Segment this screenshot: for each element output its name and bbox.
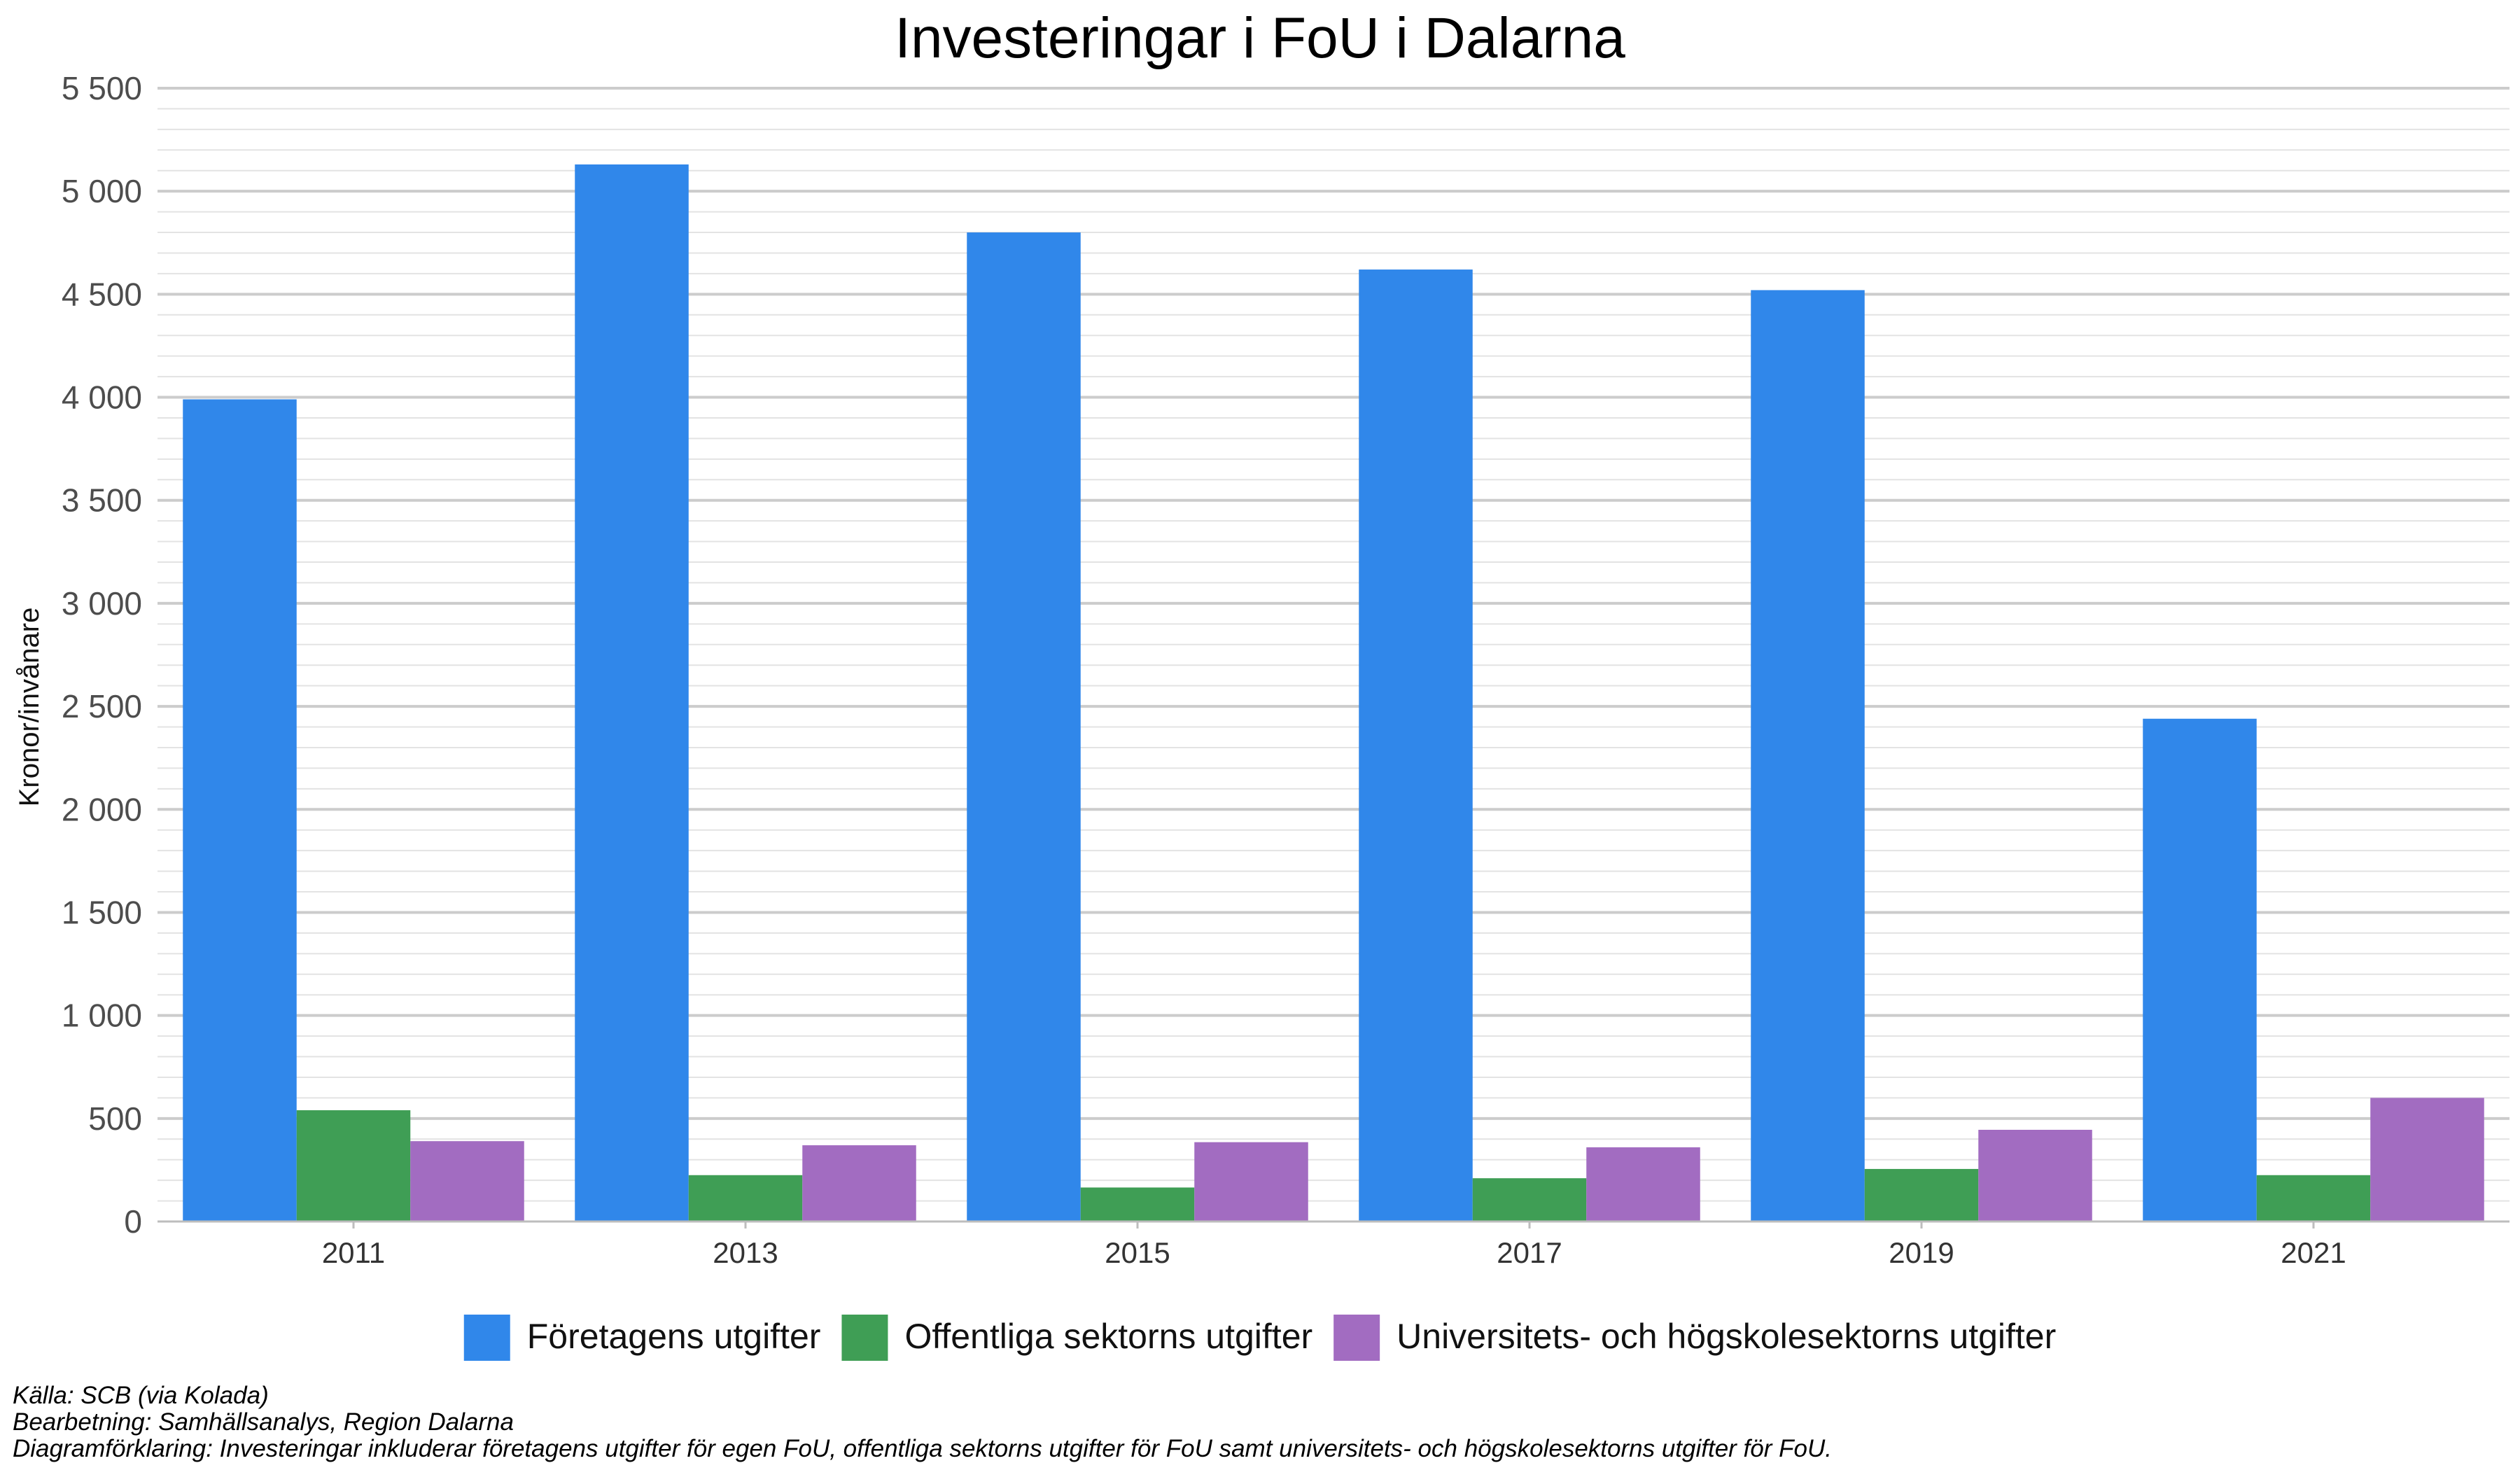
bar-2013-1 <box>575 164 689 1222</box>
bar-2021-1 <box>2143 718 2257 1222</box>
bar-2019-3 <box>1978 1130 2092 1222</box>
bar-2017-2 <box>1472 1178 1587 1222</box>
caption-explanation: Diagramförklaring: Investeringar inklude… <box>13 1435 1832 1462</box>
y-tick-label: 4 500 <box>62 276 142 312</box>
y-tick-label: 5 500 <box>62 70 142 106</box>
bar-2015-1 <box>967 232 1081 1222</box>
x-tick-label: 2015 <box>1105 1236 1170 1269</box>
x-tick-label: 2021 <box>2281 1236 2346 1269</box>
bar-2017-1 <box>1359 270 1473 1222</box>
bar-2019-2 <box>1864 1168 1979 1222</box>
y-tick-label: 0 <box>124 1203 142 1240</box>
legend-swatch <box>1334 1315 1380 1361</box>
legend: Företagens utgifter Offentliga sektorns u… <box>463 1315 2056 1361</box>
grid-lines <box>158 87 2510 1202</box>
caption-processing: Bearbetning: Samhällsanalys, Region Dala… <box>13 1408 514 1436</box>
legend-label: Företagens utgifter <box>527 1317 821 1356</box>
legend-swatch <box>841 1315 888 1361</box>
y-axis-label: Kronor/invånare <box>14 608 45 807</box>
y-tick-label: 500 <box>88 1100 142 1137</box>
y-tick-label: 2 500 <box>62 688 142 724</box>
legend-swatch <box>463 1315 510 1361</box>
bar-2015-2 <box>1080 1187 1195 1222</box>
chart-caption: Källa: SCB (via Kolada) Bearbetning: Sam… <box>13 1382 1832 1462</box>
bar-2017-3 <box>1586 1147 1700 1222</box>
bar-2021-3 <box>2370 1098 2484 1222</box>
y-tick-label: 3 500 <box>62 482 142 519</box>
y-tick-label: 5 000 <box>62 173 142 209</box>
legend-label: Offentliga sektorns utgifter <box>904 1317 1312 1356</box>
y-tick-label: 3 000 <box>62 585 142 622</box>
bar-2015-3 <box>1194 1142 1308 1222</box>
y-tick-label: 1 500 <box>62 894 142 930</box>
x-tick-label: 2019 <box>1889 1236 1954 1269</box>
bar-2013-3 <box>802 1145 916 1222</box>
chart-title: Investeringar i FoU i Dalarna <box>895 6 1625 70</box>
x-tick-label: 2013 <box>713 1236 778 1269</box>
axes: 0 500 1 000 1 500 2 000 2 500 3 000 3 500 4 000 4… <box>62 70 2510 1269</box>
legend-label: Universitets- och högskolesektorns utgif… <box>1396 1317 2056 1356</box>
bar-2019-1 <box>1751 290 1865 1222</box>
y-tick-label: 1 000 <box>62 997 142 1034</box>
x-tick-label: 2011 <box>322 1236 385 1269</box>
bar-2011-1 <box>183 399 297 1222</box>
bar-2011-2 <box>296 1110 411 1222</box>
bars <box>183 164 2484 1222</box>
x-tick-label: 2017 <box>1497 1236 1562 1269</box>
bar-2021-2 <box>2256 1175 2371 1222</box>
bar-2011-3 <box>410 1141 524 1222</box>
caption-source: Källa: SCB (via Kolada) <box>13 1382 269 1409</box>
bar-2013-2 <box>688 1175 803 1222</box>
y-tick-label: 4 000 <box>62 379 142 416</box>
y-tick-label: 2 000 <box>62 791 142 827</box>
